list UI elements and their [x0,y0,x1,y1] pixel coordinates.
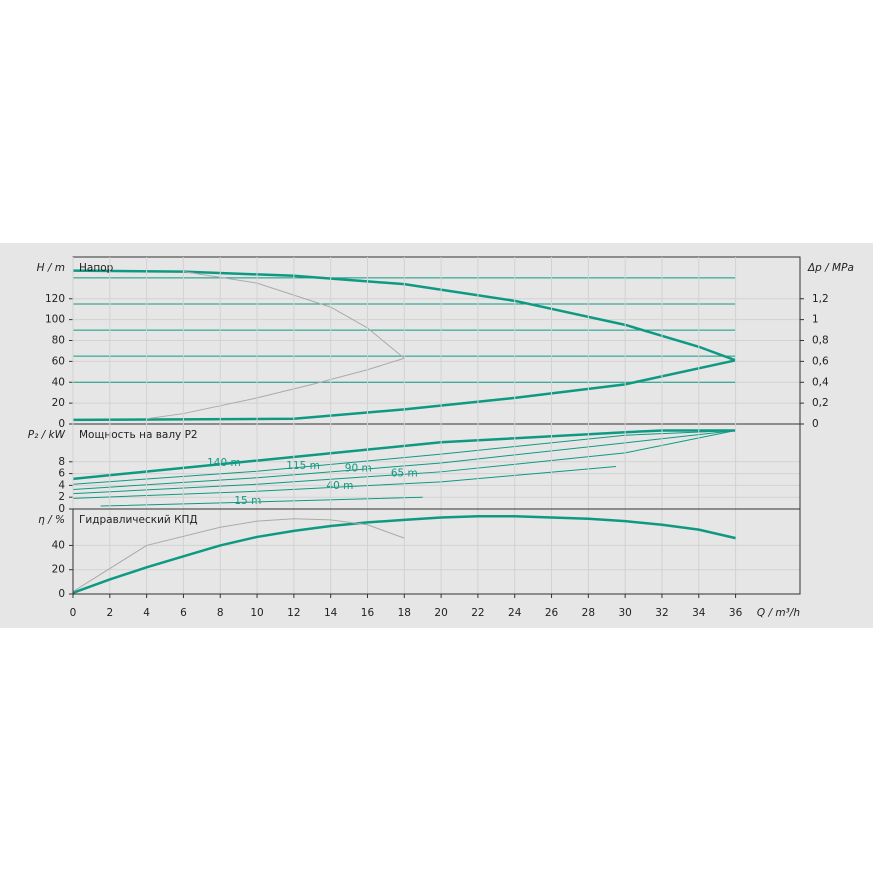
plot-frame [72,508,801,595]
x-tick-label: 22 [471,607,484,619]
x-tick-label: 6 [180,607,187,619]
x-tick-label: 10 [250,607,263,619]
y2-tick-label: 1 [812,314,819,326]
y-tick-label: 20 [52,397,65,409]
y-tick-label: 80 [52,335,65,347]
x-tick-label: 30 [618,607,631,619]
panel-title: Гидравлический КПД [79,514,198,526]
y-tick-label: 40 [52,539,65,551]
curve-label: 15 m [234,495,261,507]
x-tick-label: 28 [582,607,595,619]
x-tick-label: 14 [324,607,338,619]
y-tick-label: 8 [58,456,65,468]
y-tick-label: 0 [58,418,65,430]
x-tick-label: 20 [434,607,447,619]
x-tick-label: 26 [545,607,559,619]
curve-label: 90 m [345,463,372,475]
x-axis-label: Q / m³/h [757,607,800,619]
y-tick-label: 20 [52,564,65,576]
y2-tick-label: 0 [812,418,819,430]
curve [72,466,616,499]
y2-tick-label: 0,8 [812,335,829,347]
chart-background [0,243,873,628]
curve-label: 40 m [326,480,353,492]
x-tick-label: 24 [508,607,522,619]
y2-tick-label: 0,6 [812,355,829,367]
y-tick-label: 0 [58,588,65,600]
y-tick-label: 60 [52,355,65,367]
y2-tick-label: 1,2 [812,293,829,305]
x-tick-label: 16 [361,607,375,619]
y-axis-label: P₂ / kW [28,429,66,441]
y2-tick-label: 0,2 [812,397,829,409]
x-tick-label: 0 [70,607,77,619]
panel-title: Мощность на валу P2 [79,429,198,441]
y-axis-label: H / m [37,262,65,274]
y-axis-label: η / % [38,514,65,526]
x-tick-label: 32 [655,607,668,619]
y-tick-label: 40 [52,376,65,388]
y2-tick-label: 0,4 [812,376,829,388]
x-tick-label: 8 [217,607,224,619]
curve [72,518,405,592]
x-tick-label: 12 [287,607,300,619]
y-tick-label: 4 [58,479,65,491]
x-tick-label: 36 [729,607,743,619]
y2-axis-label: Δp / MPa [807,262,854,274]
panel-title: Напор [79,262,114,274]
x-tick-label: 18 [398,607,411,619]
curve-label: 115 m [286,460,320,472]
x-tick-label: 2 [106,607,113,619]
y-tick-label: 0 [58,503,65,515]
x-tick-label: 34 [692,607,706,619]
curve [72,269,737,362]
curve [72,429,736,481]
y-tick-label: 100 [45,314,65,326]
curve [72,515,736,594]
x-tick-label: 4 [143,607,150,619]
y-tick-label: 6 [58,468,65,480]
y-tick-label: 120 [45,293,65,305]
curve-label: 140 m [207,457,241,469]
y-tick-label: 2 [58,491,65,503]
